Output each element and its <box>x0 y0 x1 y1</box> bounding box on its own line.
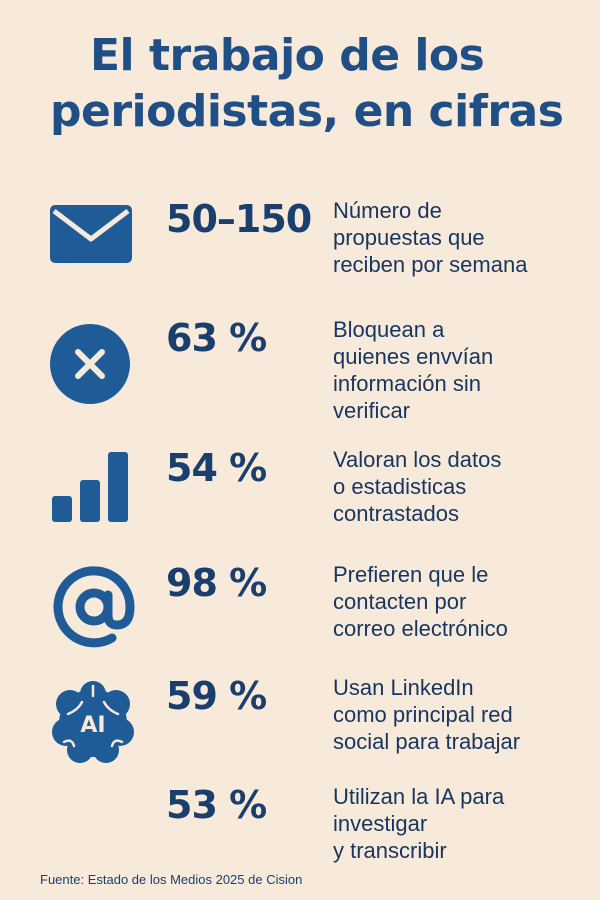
desc-line: quienes envvían <box>333 344 494 369</box>
source-credit: Fuente: Estado de los Medios 2025 de Cis… <box>40 872 303 887</box>
desc-line: contrastados <box>333 501 459 526</box>
ai-brain-icon: AI <box>48 680 138 770</box>
ai-icon-label: AI <box>80 713 105 738</box>
stat-value: 59 % <box>166 674 267 718</box>
desc-line: verificar <box>333 398 411 423</box>
desc-line: propuestas que <box>333 225 485 250</box>
desc-line: o estadisticas <box>333 474 467 499</box>
desc-line: Utilizan la IA para <box>333 784 505 809</box>
desc-line: y transcribir <box>333 838 447 863</box>
desc-line: información sin <box>333 371 481 396</box>
stat-value: 53 % <box>166 783 267 827</box>
stat-value: 54 % <box>166 446 267 490</box>
desc-line: investigar <box>333 811 428 836</box>
close-circle-icon <box>48 322 132 410</box>
desc-line: contacten por <box>333 589 467 614</box>
desc-line: Bloquean a <box>333 317 445 342</box>
stat-value: 98 % <box>166 561 267 605</box>
desc-line: Usan LinkedIn <box>333 675 474 700</box>
stat-description: Usan LinkedIn como principal red social … <box>333 674 593 755</box>
title-line-1: El trabajo de los <box>90 30 485 81</box>
desc-line: social para trabajar <box>333 729 521 754</box>
desc-line: Número de <box>333 198 442 223</box>
stat-value: 50–150 <box>166 197 312 241</box>
stat-value: 63 % <box>166 316 267 360</box>
page-title: El trabajo de los periodistas, en cifras <box>50 28 580 140</box>
desc-line: Valoran los datos <box>333 447 502 472</box>
stat-description: Prefieren que le contacten por correo el… <box>333 561 593 642</box>
desc-line: correo electrónico <box>333 616 508 641</box>
desc-line: reciben por semana <box>333 252 528 277</box>
stat-description: Valoran los datos o estadisticas contras… <box>333 446 593 527</box>
envelope-icon <box>48 203 134 269</box>
stat-description: Utilizan la IA para investigar y transcr… <box>333 783 593 864</box>
desc-line: como principal red <box>333 702 513 727</box>
at-sign-icon <box>52 565 136 653</box>
stat-description: Bloquean a quienes envvían información s… <box>333 316 593 424</box>
bar-chart-icon <box>50 450 132 528</box>
stat-description: Número de propuestas que reciben por sem… <box>333 197 593 278</box>
desc-line: Prefieren que le <box>333 562 489 587</box>
title-line-2: periodistas, en cifras <box>50 86 564 137</box>
